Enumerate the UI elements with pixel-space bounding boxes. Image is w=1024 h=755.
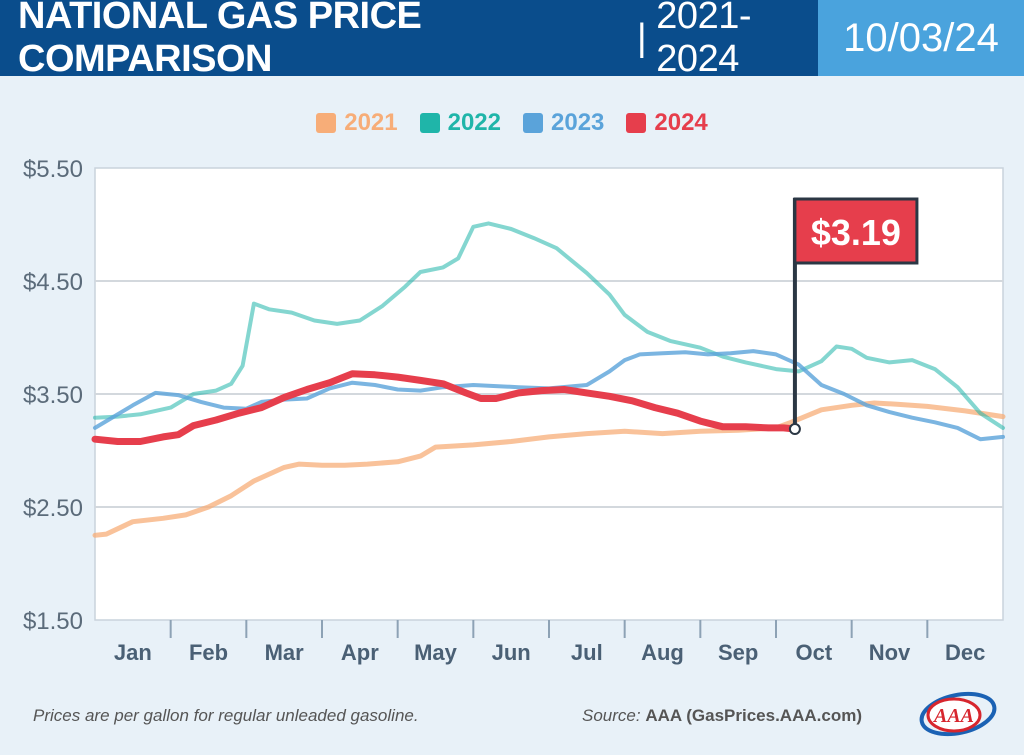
callout-flag (793, 197, 919, 265)
legend-item-2024: 2024 (626, 109, 708, 137)
date-badge: 10/03/24 (818, 0, 1024, 76)
y-tick-label: $3.50 (23, 382, 83, 409)
series-line-2024 (91, 370, 799, 445)
x-tick-label: Aug (641, 640, 684, 665)
header: NATIONAL GAS PRICE COMPARISON | 2021-202… (0, 0, 1024, 80)
legend-item-2023: 2023 (523, 109, 604, 137)
legend-swatch (419, 113, 440, 133)
x-tick-label: May (414, 640, 458, 665)
x-tick-label: Oct (795, 640, 832, 665)
legend-item-2021: 2021 (316, 109, 398, 137)
legend-swatch (316, 113, 337, 133)
line-chart: $5.50 $4.50 $3.50 $2.50 $1.50 Jan Feb Mar Apr May… (23, 156, 1006, 665)
y-tick-label: $5.50 (23, 156, 83, 183)
legend-label: 2022 (447, 109, 501, 136)
chart-legend: 2021 2022 2023 2024 (0, 109, 1024, 137)
legend-label: 2021 (344, 109, 398, 136)
page-title: NATIONAL GAS PRICE COMPARISON (18, 0, 422, 80)
series-line-2022 (93, 221, 1005, 430)
x-tick-label: Mar (265, 640, 305, 665)
legend-swatch (626, 113, 647, 133)
legend-item-2022: 2022 (419, 109, 501, 137)
x-tick-label: Dec (945, 640, 985, 665)
y-tick-label: $1.50 (23, 608, 83, 635)
legend-label: 2024 (654, 109, 708, 136)
x-tick-label: Feb (189, 640, 228, 665)
x-tick-label: Jun (492, 640, 531, 665)
x-tick-label: Nov (869, 640, 911, 665)
series-line-2021 (92, 400, 1006, 538)
legend-label: 2023 (551, 109, 605, 136)
callout-label: $3.19 (811, 212, 901, 253)
y-tick-label: $4.50 (23, 269, 83, 296)
x-tick-label: Sep (718, 640, 758, 665)
source-value: AAA (GasPrices.AAA.com) (645, 706, 862, 725)
title-bar: NATIONAL GAS PRICE COMPARISON | 2021-202… (0, 0, 818, 80)
legend-swatch (523, 113, 543, 133)
logo-text: AAA (932, 705, 974, 727)
footnote: Prices are per gallon for regular unlead… (33, 706, 419, 725)
y-tick-label: $2.50 (23, 495, 83, 522)
callout-point (788, 423, 801, 436)
title-separator: | (636, 16, 647, 59)
x-tick-label: Jan (114, 640, 152, 665)
source-note: Source: AAA (GasPrices.AAA.com) (582, 706, 862, 726)
aaa-logo-icon: AAA (919, 691, 997, 737)
x-tick-label: Jul (571, 640, 603, 665)
title-years: 2021-2024 (656, 0, 751, 80)
source-label: Source: (582, 706, 641, 725)
x-tick-label: Apr (341, 640, 379, 665)
